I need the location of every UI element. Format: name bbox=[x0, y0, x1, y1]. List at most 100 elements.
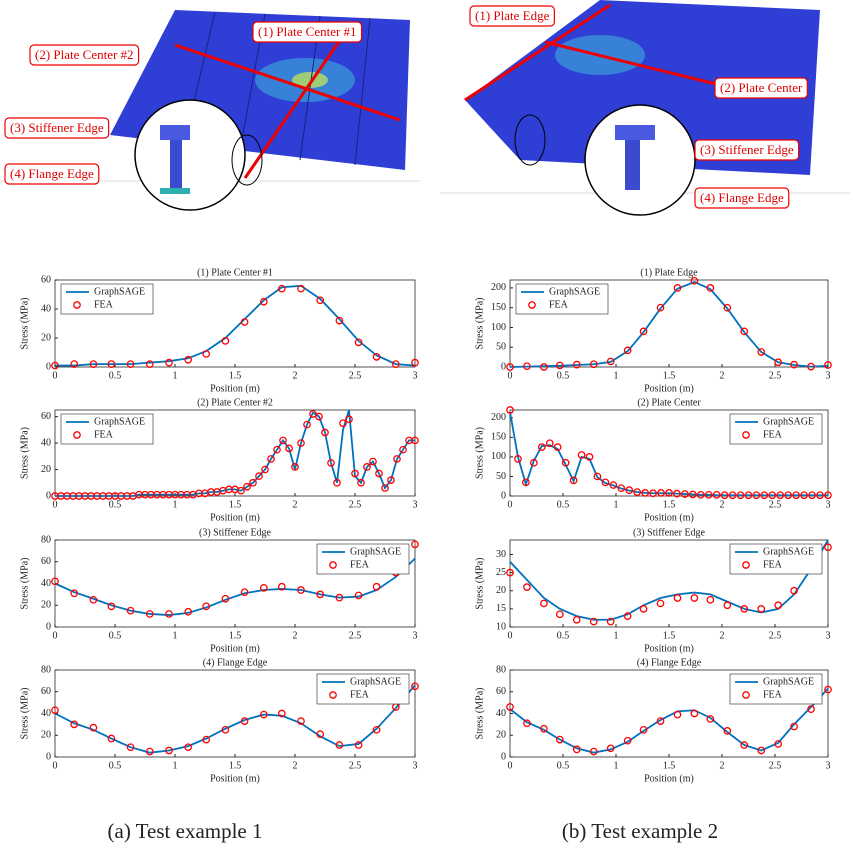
y-axis-label: Stress (MPa) bbox=[474, 558, 485, 610]
chart-title: (1) Plate Center #1 bbox=[197, 267, 273, 278]
y-tick-label: 0 bbox=[501, 361, 506, 372]
x-tick-label: 0 bbox=[53, 630, 58, 641]
y-tick-label: 200 bbox=[491, 412, 506, 423]
chart-title: (3) Stiffener Edge bbox=[633, 527, 706, 538]
render-label: (1) Plate Center #1 bbox=[258, 24, 357, 39]
render-label: (2) Plate Center bbox=[720, 80, 803, 95]
x-tick-label: 0 bbox=[53, 499, 58, 510]
chart-title: (4) Flange Edge bbox=[637, 657, 702, 668]
y-tick-label: 15 bbox=[496, 603, 506, 614]
y-tick-label: 60 bbox=[41, 274, 51, 285]
chart-title: (2) Plate Center #2 bbox=[197, 397, 273, 408]
x-tick-label: 0.5 bbox=[109, 370, 122, 381]
x-tick-label: 2.5 bbox=[349, 499, 362, 510]
caption: (a) Test example 1 bbox=[108, 819, 263, 843]
x-tick-label: 0.5 bbox=[557, 760, 570, 771]
render-label: (3) Stiffener Edge bbox=[700, 142, 794, 157]
x-tick-label: 2.5 bbox=[349, 760, 362, 771]
render-label: (2) Plate Center #2 bbox=[35, 47, 134, 62]
x-tick-label: 2 bbox=[293, 370, 298, 381]
x-tick-label: 0 bbox=[508, 499, 513, 510]
x-tick-label: 1.5 bbox=[229, 499, 242, 510]
y-tick-label: 0 bbox=[501, 751, 506, 762]
y-tick-label: 0 bbox=[46, 490, 51, 501]
legend-label: FEA bbox=[763, 689, 783, 700]
x-tick-label: 0.5 bbox=[557, 499, 570, 510]
x-tick-label: 2.5 bbox=[349, 370, 362, 381]
legend-label: GraphSAGE bbox=[763, 416, 814, 427]
legend-label: GraphSAGE bbox=[763, 676, 814, 687]
x-tick-label: 0 bbox=[508, 370, 513, 381]
x-tick-label: 2 bbox=[720, 370, 725, 381]
x-tick-label: 2.5 bbox=[769, 630, 782, 641]
x-tick-label: 1 bbox=[614, 630, 619, 641]
x-axis-label: Position (m) bbox=[644, 383, 694, 394]
legend-label: FEA bbox=[763, 559, 783, 570]
x-axis-label: Position (m) bbox=[644, 512, 694, 523]
x-tick-label: 1 bbox=[614, 370, 619, 381]
x-tick-label: 3 bbox=[826, 370, 831, 381]
x-tick-label: 0 bbox=[508, 630, 513, 641]
y-tick-label: 20 bbox=[496, 730, 506, 741]
x-tick-label: 2 bbox=[293, 499, 298, 510]
chart-title: (2) Plate Center bbox=[637, 397, 701, 408]
x-tick-label: 2 bbox=[293, 630, 298, 641]
y-tick-label: 0 bbox=[46, 361, 51, 372]
legend-label: FEA bbox=[94, 429, 114, 440]
x-tick-label: 3 bbox=[826, 499, 831, 510]
y-tick-label: 60 bbox=[41, 411, 51, 422]
x-tick-label: 1 bbox=[173, 760, 178, 771]
y-tick-label: 150 bbox=[491, 432, 506, 443]
x-tick-label: 3 bbox=[413, 499, 418, 510]
x-tick-label: 1 bbox=[614, 760, 619, 771]
legend-label: FEA bbox=[94, 299, 114, 310]
caption: (b) Test example 2 bbox=[562, 819, 718, 843]
x-axis-label: Position (m) bbox=[210, 383, 260, 394]
y-tick-label: 100 bbox=[491, 451, 506, 462]
y-tick-label: 50 bbox=[496, 342, 506, 353]
y-tick-label: 10 bbox=[496, 621, 506, 632]
y-tick-label: 40 bbox=[41, 437, 51, 448]
x-tick-label: 0.5 bbox=[109, 630, 122, 641]
x-tick-label: 3 bbox=[413, 630, 418, 641]
render-b bbox=[440, 0, 850, 215]
x-tick-label: 0 bbox=[53, 760, 58, 771]
x-axis-label: Position (m) bbox=[210, 512, 260, 523]
x-tick-label: 2.5 bbox=[769, 370, 782, 381]
y-tick-label: 20 bbox=[496, 585, 506, 596]
y-tick-label: 80 bbox=[41, 664, 51, 675]
x-tick-label: 0.5 bbox=[557, 370, 570, 381]
y-tick-label: 60 bbox=[496, 686, 506, 697]
x-tick-label: 1.5 bbox=[663, 499, 676, 510]
x-tick-label: 0.5 bbox=[109, 760, 122, 771]
render-label: (1) Plate Edge bbox=[475, 8, 550, 23]
y-tick-label: 40 bbox=[41, 303, 51, 314]
y-tick-label: 40 bbox=[41, 708, 51, 719]
x-tick-label: 2 bbox=[293, 760, 298, 771]
x-axis-label: Position (m) bbox=[210, 643, 260, 654]
legend-label: FEA bbox=[549, 299, 569, 310]
legend-label: GraphSAGE bbox=[549, 286, 600, 297]
y-tick-label: 20 bbox=[41, 464, 51, 475]
x-tick-label: 1.5 bbox=[663, 630, 676, 641]
figure: (a) Test example 1 (b) Test example 2 (1… bbox=[0, 0, 853, 853]
x-tick-label: 1 bbox=[173, 499, 178, 510]
chart-title: (3) Stiffener Edge bbox=[199, 527, 272, 538]
x-axis-label: Position (m) bbox=[644, 773, 694, 784]
y-tick-label: 30 bbox=[496, 549, 506, 560]
x-tick-label: 1.5 bbox=[663, 370, 676, 381]
x-tick-label: 1.5 bbox=[663, 760, 676, 771]
x-tick-label: 2.5 bbox=[769, 499, 782, 510]
x-tick-label: 1.5 bbox=[229, 370, 242, 381]
y-tick-label: 80 bbox=[496, 664, 506, 675]
x-tick-label: 2.5 bbox=[349, 630, 362, 641]
x-tick-label: 0 bbox=[508, 760, 513, 771]
render-label: (4) Flange Edge bbox=[10, 166, 94, 181]
legend-label: GraphSAGE bbox=[350, 676, 401, 687]
y-tick-label: 0 bbox=[46, 751, 51, 762]
legend-label: GraphSAGE bbox=[350, 546, 401, 557]
y-tick-label: 0 bbox=[501, 490, 506, 501]
y-axis-label: Stress (MPa) bbox=[19, 688, 30, 740]
y-axis-label: Stress (MPa) bbox=[19, 298, 30, 350]
x-tick-label: 1 bbox=[173, 370, 178, 381]
